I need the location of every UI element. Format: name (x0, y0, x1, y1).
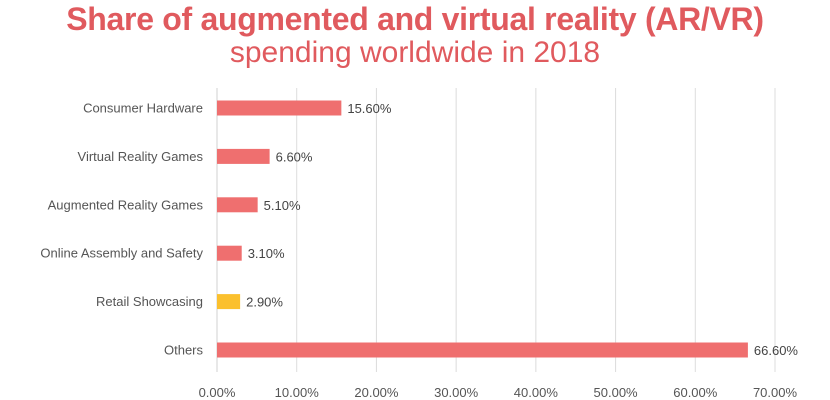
value-labels: 15.60% 6.60% 5.10% 3.10% 2.90% 66.60% (246, 101, 798, 358)
chart-subtitle: spending worldwide in 2018 (229, 36, 601, 69)
chart-title: Share of augmented and virtual reality (… (66, 1, 764, 37)
category-label: Retail Showcasing (96, 294, 203, 309)
bars (217, 100, 748, 358)
x-tick-label: 50.00% (594, 385, 639, 400)
value-label: 5.10% (264, 198, 301, 213)
bar (217, 197, 258, 213)
bar (217, 100, 342, 116)
x-tick-labels: 0.00% 10.00% 20.00% 30.00% 40.00% 50.00% 60.00… (199, 385, 798, 400)
x-tick-label: 0.00% (199, 385, 236, 400)
bar (217, 342, 748, 358)
gridlines (216, 88, 776, 372)
category-label: Online Assembly and Safety (40, 246, 203, 261)
bar (217, 245, 242, 261)
category-label: Augmented Reality Games (48, 197, 204, 212)
bar (217, 148, 270, 164)
x-tick-label: 40.00% (514, 385, 559, 400)
x-tick-label: 30.00% (434, 385, 479, 400)
category-label: Consumer Hardware (83, 101, 203, 116)
category-labels: Consumer Hardware Virtual Reality Games Au… (40, 101, 203, 358)
x-tick-label: 10.00% (275, 385, 320, 400)
x-tick-label: 70.00% (753, 385, 798, 400)
value-label: 15.60% (347, 101, 392, 116)
bar (217, 294, 241, 310)
value-label: 3.10% (248, 246, 285, 261)
value-label: 2.90% (246, 295, 283, 310)
x-tick-label: 60.00% (673, 385, 718, 400)
value-label: 66.60% (754, 343, 799, 358)
x-tick-label: 20.00% (354, 385, 399, 400)
category-label: Others (164, 343, 204, 358)
value-label: 6.60% (276, 149, 313, 164)
category-label: Virtual Reality Games (78, 149, 204, 164)
